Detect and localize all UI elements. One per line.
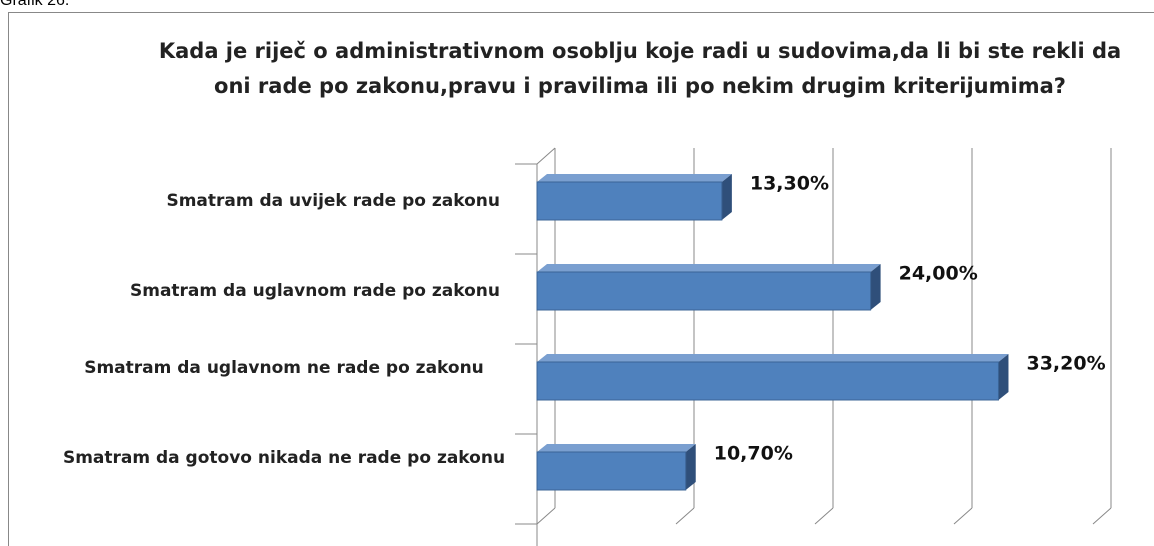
bar-side (870, 264, 881, 310)
bar-top (537, 444, 696, 452)
bar (536, 361, 999, 401)
grid-line (814, 507, 834, 525)
category-label: Smatram da uvijek rade po zakonu (166, 191, 500, 211)
caption: Grafik 26. (0, 0, 70, 9)
chart-title: Kada je riječ o administrativnom osoblju… (158, 39, 1122, 98)
bar-top (537, 264, 881, 272)
wall-edge (536, 147, 556, 165)
bar-top (537, 174, 732, 182)
category-label: Smatram da gotovo nikada ne rade po zako… (62, 448, 506, 468)
grid-line (536, 507, 556, 525)
category-label: Smatram da uglavnom ne rade po zakonu (84, 358, 484, 378)
bar-top (537, 354, 1009, 362)
grid-line (675, 507, 695, 525)
data-label: 10,70% (714, 443, 793, 465)
bar-side (721, 174, 732, 220)
bar (536, 181, 723, 221)
category-label: Smatram da uglavnom rade po zakonu (129, 281, 500, 301)
bar (536, 451, 687, 491)
grid-line (1092, 507, 1112, 525)
bar-side (685, 444, 696, 490)
data-label: 33,20% (1026, 353, 1105, 375)
bar (536, 271, 872, 311)
data-label: 24,00% (899, 263, 978, 285)
data-label: 13,30% (750, 173, 829, 195)
chart-frame (8, 12, 1154, 546)
bar-side (998, 354, 1009, 400)
grid-line (953, 507, 973, 525)
